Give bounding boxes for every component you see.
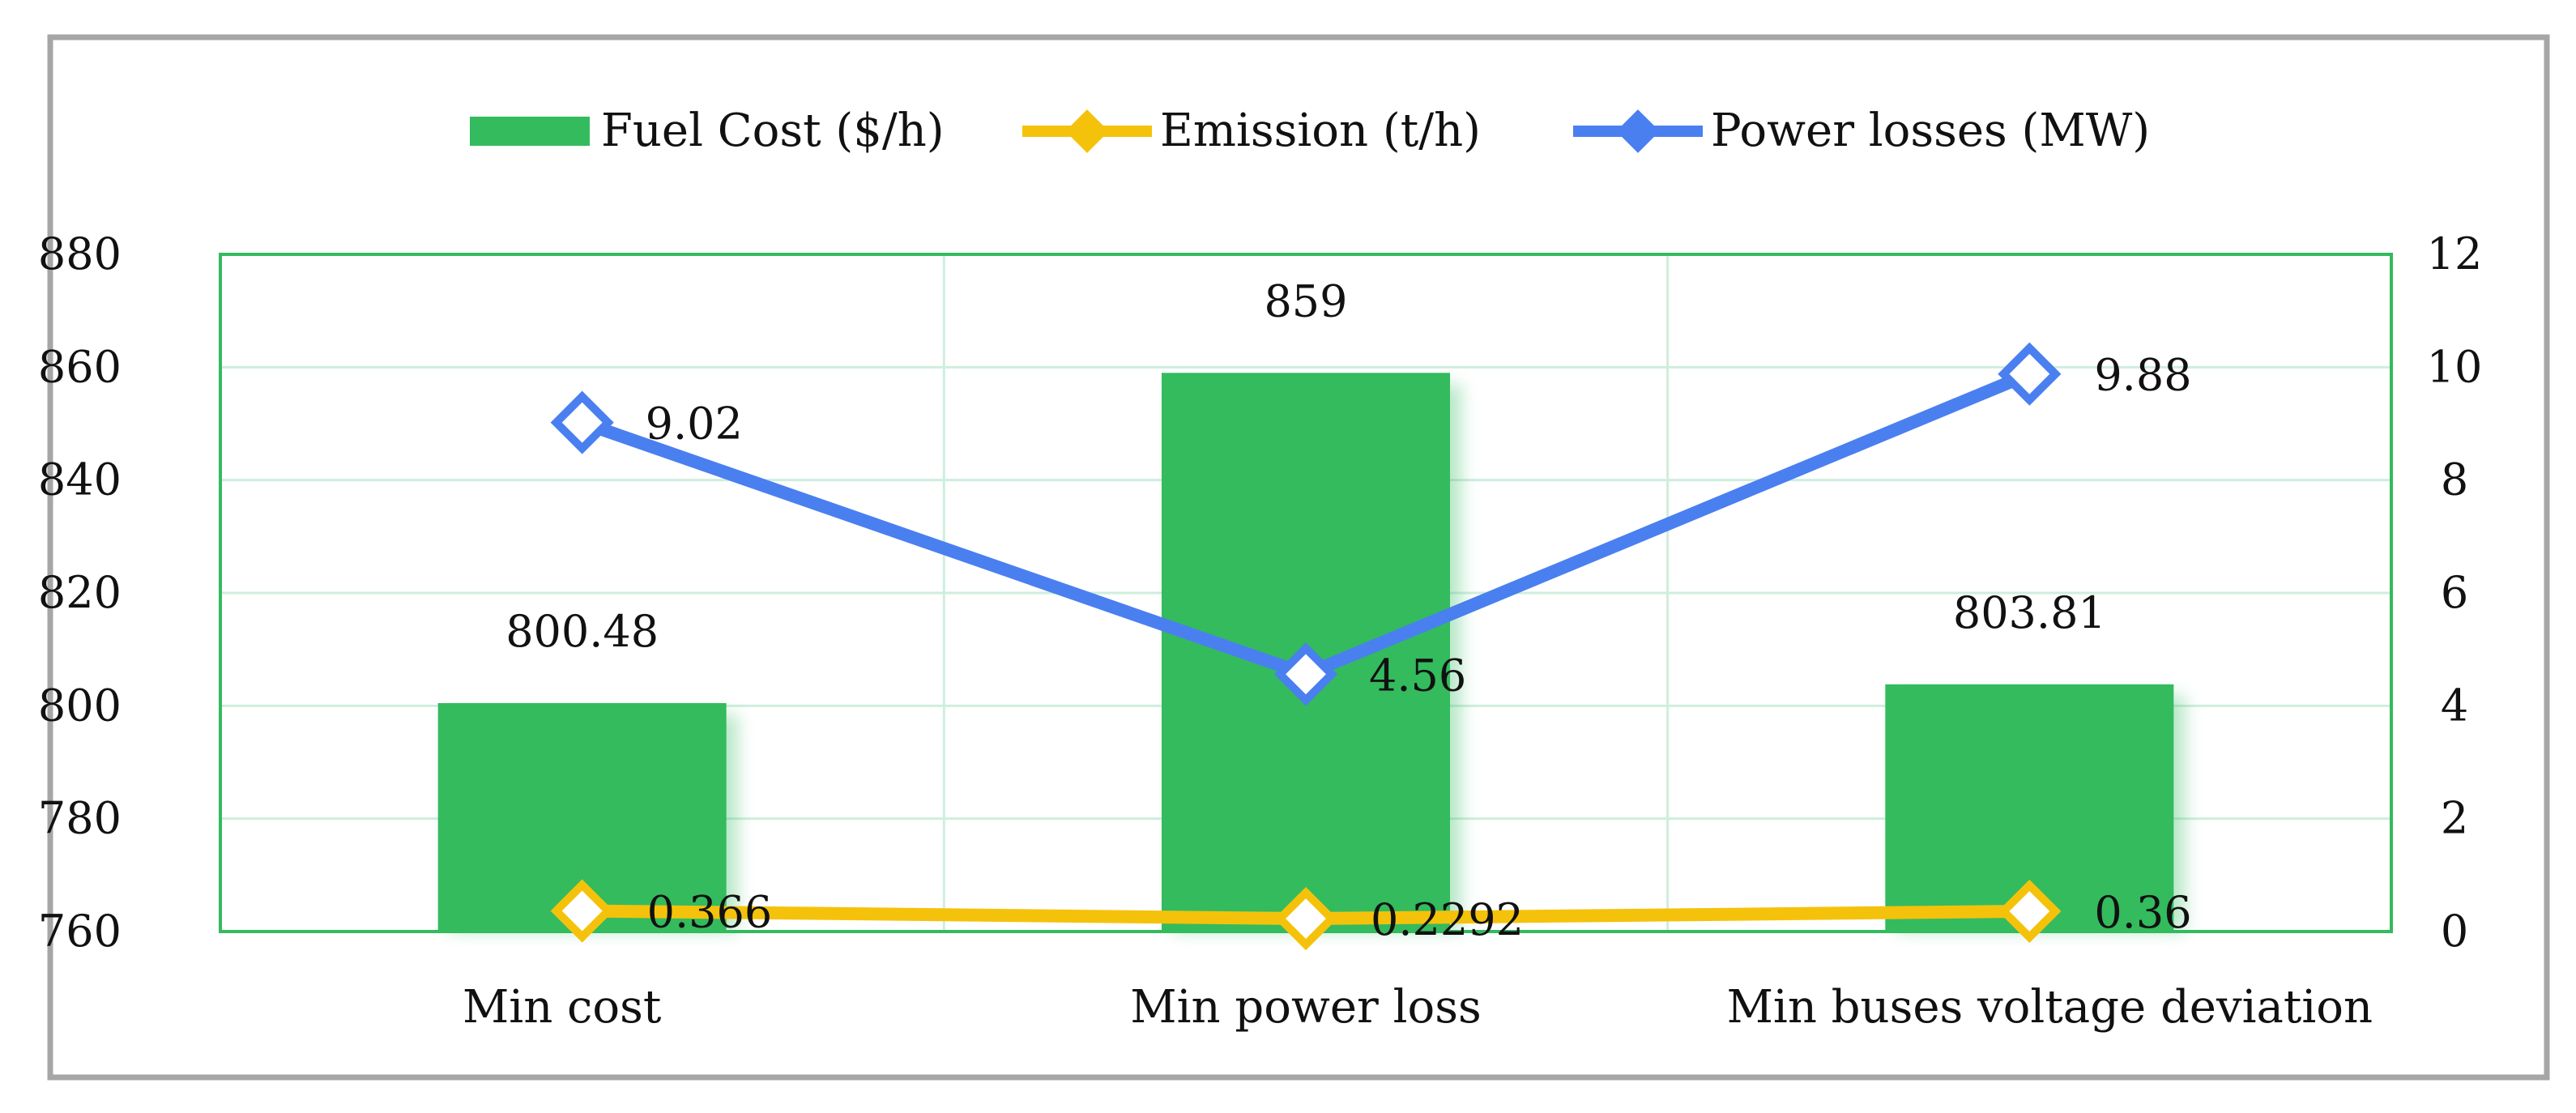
category-label: Min cost [463,981,662,1034]
left-tick-label: 880 [38,228,122,279]
right-tick-label: 8 [2441,454,2468,505]
bar-value-label: 859 [1264,275,1347,326]
point-marker [1273,886,1338,951]
left-axis-ticks: 760 780 800 820 840 860 880 [38,228,122,957]
legend-label: Fuel Cost ($/h) [601,104,945,157]
left-tick-label: 840 [38,454,122,505]
line-value-label: 4.56 [1369,650,1466,701]
right-tick-label: 6 [2441,567,2468,618]
point-marker [1998,879,2062,943]
data-labels: 800.48 859 803.81 0.366 0.2292 0.36 9.02 4.56 9.… [505,275,2191,945]
line-value-label: 0.366 [647,887,773,938]
right-tick-label: 12 [2427,228,2483,279]
legend-label: Power losses (MW) [1711,104,2150,157]
bar-value-label: 803.81 [1953,587,2106,638]
legend-marker [1616,109,1660,153]
bar-value-label: 800.48 [505,606,659,657]
left-tick-label: 760 [38,906,122,957]
point-marker [1998,342,2062,406]
legend-label: Emission (t/h) [1160,104,1481,157]
left-tick-label: 780 [38,793,122,844]
legend: Fuel Cost ($/h) Emission (t/h) Power losse… [470,104,2150,157]
legend-swatch-bar [470,117,590,146]
point-marker [550,879,614,943]
right-tick-label: 10 [2427,341,2483,392]
category-label: Min power loss [1130,981,1481,1034]
category-label: Min buses voltage deviation [1727,981,2373,1034]
right-tick-label: 0 [2441,906,2468,957]
legend-marker [1065,109,1109,153]
line-value-label: 9.88 [2094,350,2191,401]
line-series [550,342,2062,951]
category-labels: Min cost Min power loss Min buses voltage … [463,981,2373,1034]
left-tick-label: 820 [38,567,122,618]
right-axis-ticks: 0 2 4 6 8 10 12 [2427,228,2483,957]
right-tick-label: 4 [2441,680,2468,731]
left-tick-label: 860 [38,341,122,392]
line-value-label: 0.36 [2094,887,2191,938]
point-marker [1273,642,1338,706]
line-value-label: 0.2292 [1371,894,1524,945]
right-tick-label: 2 [2441,793,2468,844]
line-value-label: 9.02 [646,399,743,450]
point-marker [550,390,614,454]
left-tick-label: 800 [38,680,122,731]
